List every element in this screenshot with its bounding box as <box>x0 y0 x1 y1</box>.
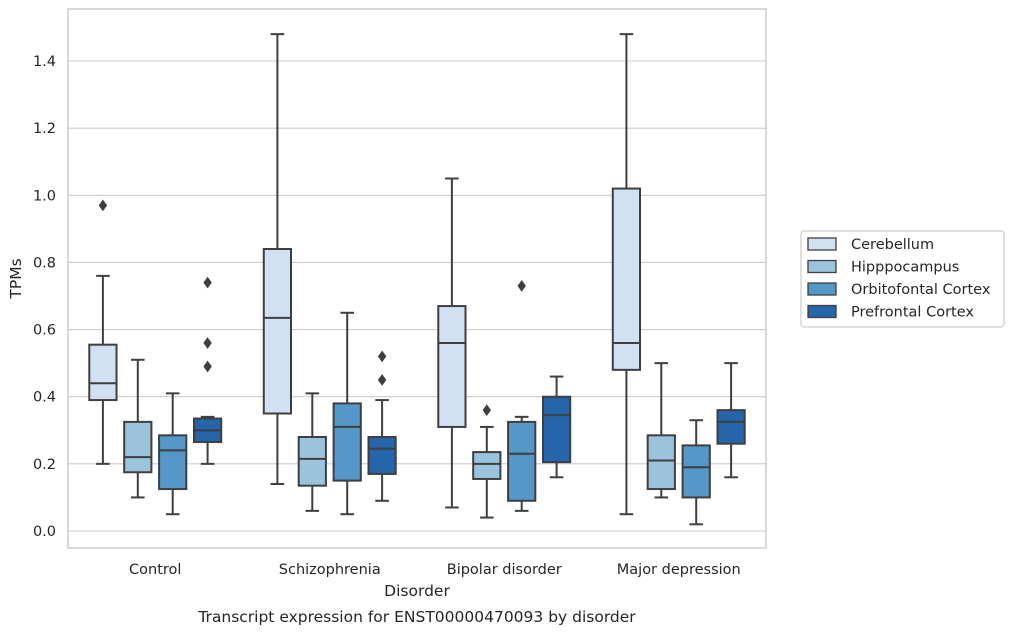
box-body <box>123 420 153 474</box>
box-hipppocampus-control <box>123 358 153 499</box>
outlier-point <box>203 337 212 349</box>
box-body <box>681 444 711 499</box>
legend-swatch <box>807 259 837 274</box>
y-tick-0-6: 0.6 <box>33 323 56 339</box>
legend-swatch <box>807 282 837 296</box>
y-tick-0-0: 0.0 <box>33 524 56 540</box>
box-hipppocampus-major-depression <box>646 362 676 499</box>
legend-swatch <box>807 304 837 319</box>
box-groups <box>88 33 746 526</box>
box-body <box>611 187 642 371</box>
legend-label: Prefrontal Cortex <box>851 305 974 321</box>
box-prefrontal-cortex-major-depression <box>716 362 746 479</box>
box-cerebellum-schizophrenia <box>262 33 293 485</box>
outlier-point <box>203 360 212 373</box>
box-hipppocampus-bipolar-disorder <box>472 404 502 519</box>
box-cerebellum-bipolar-disorder <box>437 177 467 509</box>
box-orbitofontal-cortex-major-depression <box>681 419 711 526</box>
y-tick-1-0: 1.0 <box>33 188 56 204</box>
box-cerebellum-major-depression <box>611 33 642 516</box>
box-orbitofontal-cortex-schizophrenia <box>332 311 362 516</box>
outlier-point <box>517 280 526 292</box>
box-body <box>507 420 537 502</box>
legend-label: Hipppocampus <box>851 260 959 276</box>
box-cerebellum-control <box>88 199 118 465</box>
box-orbitofontal-cortex-control <box>158 392 188 516</box>
x-tick-schizophrenia: Schizophrenia <box>279 562 381 578</box>
x-tick-major-depression: Major depression <box>617 562 741 578</box>
chart-title: Transcript expression for ENST0000047009… <box>197 608 636 626</box>
outlier-point <box>377 374 387 386</box>
y-tick-0-4: 0.4 <box>33 390 56 406</box>
box-prefrontal-cortex-schizophrenia <box>367 350 397 502</box>
legend-label: Orbitofontal Cortex <box>851 282 991 298</box>
outlier-point <box>203 276 212 289</box>
box-body <box>716 409 746 445</box>
legend-item-orbitofontal-cortex: Orbitofontal Cortex <box>807 282 991 298</box>
box-body <box>541 395 572 464</box>
box-prefrontal-cortex-bipolar-disorder <box>541 375 572 479</box>
x-axis-label: Disorder <box>384 582 450 600</box>
outlier-point <box>377 350 387 363</box>
x-tick-control: Control <box>129 562 181 578</box>
legend-swatch <box>807 237 837 251</box>
outlier-point <box>482 404 492 416</box>
legend-item-prefrontal-cortex: Prefrontal Cortex <box>807 304 974 321</box>
legend-label: Cerebellum <box>851 237 934 253</box>
box-body <box>646 434 676 491</box>
box-body <box>472 451 502 480</box>
legend-frame <box>800 230 1005 328</box>
box-body <box>332 402 362 482</box>
y-tick-1-4: 1.4 <box>33 54 56 70</box>
box-hipppocampus-schizophrenia <box>297 392 327 512</box>
box-body <box>158 434 188 491</box>
legend-item-hipppocampus: Hipppocampus <box>807 259 959 276</box>
legend: Cerebellum Hipppocampus Orbitofontal Corte… <box>800 230 1005 328</box>
plot-frame <box>67 8 767 549</box>
x-tick-labels: Control Schizophrenia Bipolar disorder Majo… <box>129 562 741 578</box>
box-prefrontal-cortex-control <box>192 276 223 465</box>
y-tick-0-8: 0.8 <box>33 255 56 271</box>
box-orbitofontal-cortex-bipolar-disorder <box>507 280 537 512</box>
box-body <box>262 248 293 415</box>
box-body <box>88 343 118 402</box>
y-tick-0-2: 0.2 <box>33 457 56 473</box>
box-body <box>437 305 467 428</box>
x-tick-bipolar-disorder: Bipolar disorder <box>447 562 562 578</box>
box-body <box>297 436 327 487</box>
y-tick-1-2: 1.2 <box>33 121 56 137</box>
outlier-point <box>98 199 108 212</box>
legend-item-cerebellum: Cerebellum <box>807 237 934 253</box>
box-body <box>367 436 397 475</box>
y-axis-label: TPMs <box>7 258 25 299</box>
y-tick-labels: 0.0 0.2 0.4 0.6 0.8 1.0 1.2 1.4 <box>33 54 56 540</box>
